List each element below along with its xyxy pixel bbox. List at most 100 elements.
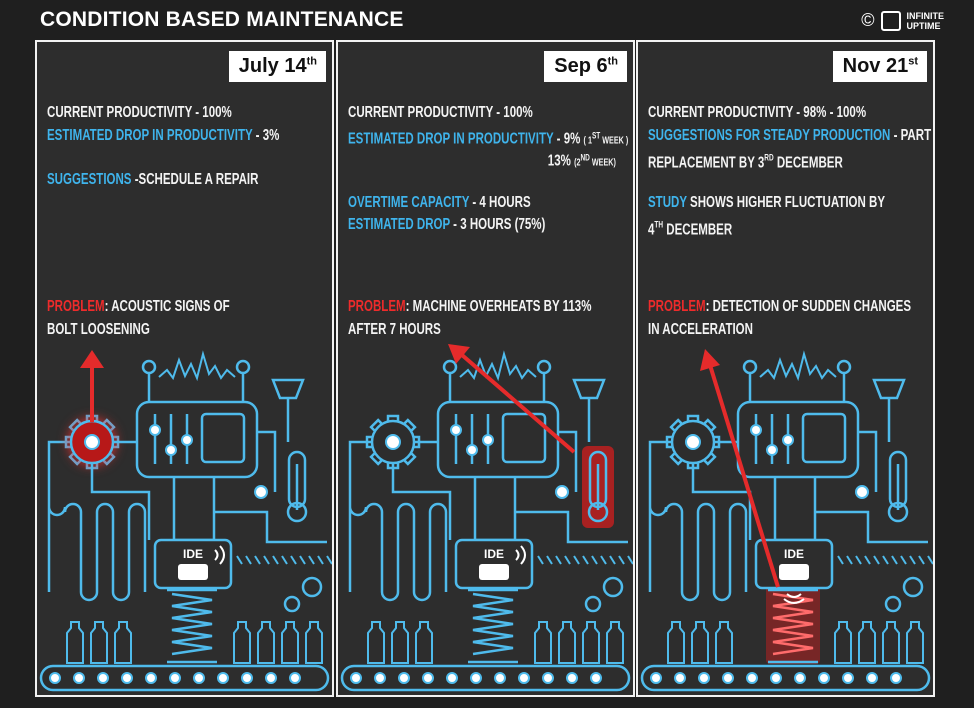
text-line: PROBLEM: DETECTION OF SUDDEN CHANGES [648, 296, 916, 319]
node [555, 485, 569, 499]
text-line: CURRENT PRODUCTIVITY - 100% [47, 102, 315, 125]
date-box: Nov 21st [832, 51, 927, 82]
text-segment: SUGGESTIONS [47, 171, 132, 188]
machine: IDE [640, 350, 933, 692]
belt-roller [674, 672, 686, 684]
slider-knob [149, 424, 161, 436]
chain [317, 555, 324, 565]
chain [900, 555, 907, 565]
gear-hub [685, 434, 701, 450]
bottle [114, 621, 132, 664]
pipe [47, 440, 70, 507]
belt-roller [145, 672, 157, 684]
paragraph: CURRENT PRODUCTIVITY - 98% - 100% SUGGEST… [648, 102, 931, 172]
text-segment: - 3% [252, 126, 280, 144]
arrow-shaft [460, 353, 576, 454]
belt-roller [49, 672, 61, 684]
text-segment: - PART [890, 126, 932, 144]
belt-roller [518, 672, 530, 684]
chain [609, 555, 616, 565]
text-segment: TH [654, 220, 663, 238]
paragraph: STUDY SHOWS HIGHER FLUCTUATION BY 4TH DEC… [648, 192, 916, 239]
bottle [257, 621, 275, 664]
pipe [648, 440, 671, 507]
text-segment: DECEMBER [773, 154, 843, 172]
cog [902, 576, 924, 598]
text-segment: BOLT LOOSENING [47, 320, 150, 338]
belt-roller [217, 672, 229, 684]
pipe [348, 502, 448, 602]
chain [600, 555, 607, 565]
spring [171, 592, 213, 656]
date-text: Nov 21 [842, 55, 909, 77]
belt-roller [350, 672, 362, 684]
text-segment: 13% [547, 152, 575, 170]
panel: IDE July 14th CURRENT PRODUCTIVITY - 100%… [35, 40, 334, 697]
chain [281, 555, 288, 565]
text-line: SUGGESTIONS -SCHEDULE A REPAIR [47, 169, 315, 192]
cog [301, 576, 323, 598]
text-segment: IN ACCELERATION [648, 320, 753, 338]
date-text: July 14 [238, 55, 307, 77]
cog [884, 595, 902, 613]
chain [891, 555, 898, 565]
text-segment: ( 1 [583, 134, 592, 146]
node [254, 485, 268, 499]
text-line: 4TH DECEMBER [648, 214, 916, 238]
logo-line: INFINITE [906, 10, 945, 21]
belt-roller [97, 672, 109, 684]
belt-roller [422, 672, 434, 684]
date-suffix: st [908, 55, 918, 68]
text-segment: - 9% [553, 129, 584, 147]
chain [846, 555, 853, 565]
text-segment: AFTER 7 HOURS [348, 320, 441, 338]
device-screen [479, 564, 509, 580]
text-segment: PROBLEM [648, 298, 706, 315]
slider-knob [750, 424, 762, 436]
date-suffix: th [306, 55, 317, 68]
signal [158, 350, 236, 382]
text-segment: : ACOUSTIC SIGNS OF [104, 298, 230, 315]
chain [263, 555, 270, 565]
chain [927, 555, 933, 565]
belt-roller [590, 672, 602, 684]
spring [472, 592, 514, 656]
belt-roller [698, 672, 710, 684]
text-line: REPLACEMENT BY 3RD DECEMBER [648, 147, 916, 172]
arrow-head [700, 349, 720, 371]
belt-roller [770, 672, 782, 684]
pipe [558, 398, 591, 492]
belt-roller [890, 672, 902, 684]
bottle [606, 621, 624, 664]
bottle [281, 621, 299, 664]
arrow [80, 350, 104, 422]
paragraph: CURRENT PRODUCTIVITY - 100% ESTIMATED DRO… [47, 102, 315, 147]
superscript: ST [591, 130, 601, 141]
bottle [90, 621, 108, 664]
wireless [515, 545, 526, 565]
device-label: IDE [784, 547, 804, 561]
slider-knob [450, 424, 462, 436]
funnel [271, 378, 305, 400]
chain [308, 555, 315, 565]
chain [882, 555, 889, 565]
text-segment: CURRENT PRODUCTIVITY - 100% [47, 104, 232, 121]
chain [591, 555, 598, 565]
problem-block: PROBLEM: MACHINE OVERHEATS BY 113% AFTER … [348, 296, 616, 341]
chain [909, 555, 916, 565]
belt-roller [374, 672, 386, 684]
gear-hub [84, 434, 100, 450]
text-segment: ESTIMATED DROP IN PRODUCTIVITY [348, 129, 554, 147]
text-segment: -SCHEDULE A REPAIR [131, 171, 259, 188]
chain [546, 555, 553, 565]
text-line: PROBLEM: MACHINE OVERHEATS BY 113% [348, 296, 616, 319]
chain [864, 555, 871, 565]
bottle [906, 621, 924, 664]
text-segment: STUDY [648, 193, 687, 211]
pipe [815, 510, 928, 544]
bottle [391, 621, 409, 664]
text-segment: SUGGESTIONS FOR STEADY PRODUCTION [648, 126, 891, 144]
belt-roller [398, 672, 410, 684]
date-box: Sep 6th [544, 51, 627, 82]
superscript: ND [580, 153, 590, 163]
